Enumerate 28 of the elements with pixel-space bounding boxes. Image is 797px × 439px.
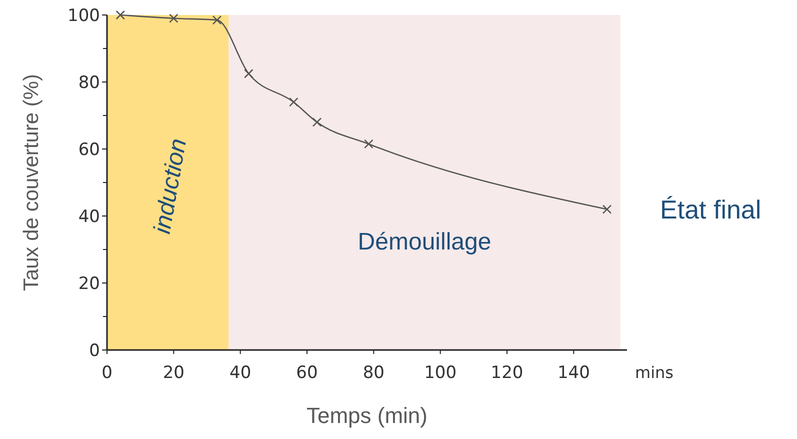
y-tick-label: 20 bbox=[78, 274, 100, 294]
x-tick-label: 100 bbox=[424, 363, 457, 383]
x-tick-label: 80 bbox=[362, 363, 384, 383]
point bbox=[116, 10, 125, 20]
y-axis-title: Taux de couverture (%) bbox=[20, 74, 43, 292]
band-label: induction bbox=[148, 136, 192, 236]
y-tick-label: 60 bbox=[78, 140, 100, 160]
y-tick-label: 0 bbox=[89, 340, 100, 361]
band-label: Démouillage bbox=[358, 228, 492, 256]
text: mins bbox=[635, 363, 674, 382]
x-tick-label: 60 bbox=[296, 363, 318, 383]
point bbox=[289, 97, 298, 107]
x-axis-title: Temps (min) bbox=[306, 403, 428, 428]
x-tick-label: 40 bbox=[230, 363, 252, 383]
text: État final bbox=[660, 194, 762, 224]
x-tick-label: 20 bbox=[162, 363, 184, 383]
point bbox=[364, 139, 374, 149]
y-tick-label: 40 bbox=[78, 206, 100, 227]
x-tick-label: 0 bbox=[102, 363, 112, 383]
point bbox=[312, 118, 322, 127]
point bbox=[602, 204, 612, 214]
y-tick-label: 100 bbox=[68, 6, 100, 26]
y-tick-label: 80 bbox=[78, 72, 100, 93]
x-tick-label: 120 bbox=[490, 363, 524, 383]
point bbox=[212, 15, 222, 25]
point bbox=[244, 68, 254, 78]
point bbox=[169, 14, 178, 23]
x-tick-label: 140 bbox=[557, 363, 590, 383]
